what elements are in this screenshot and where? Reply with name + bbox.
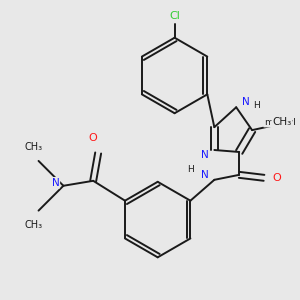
Text: H: H (187, 165, 194, 174)
Text: N: N (242, 97, 250, 107)
Text: N: N (200, 170, 208, 180)
Text: N: N (200, 150, 208, 160)
Text: N: N (52, 178, 59, 188)
Text: O: O (273, 173, 281, 183)
Text: H: H (253, 101, 260, 110)
Text: methyl: methyl (264, 118, 296, 127)
Text: Cl: Cl (169, 11, 180, 21)
Text: O: O (89, 133, 98, 143)
Text: CH₃: CH₃ (25, 142, 43, 152)
Text: CH₃: CH₃ (25, 220, 43, 230)
Text: CH₃: CH₃ (272, 117, 292, 127)
